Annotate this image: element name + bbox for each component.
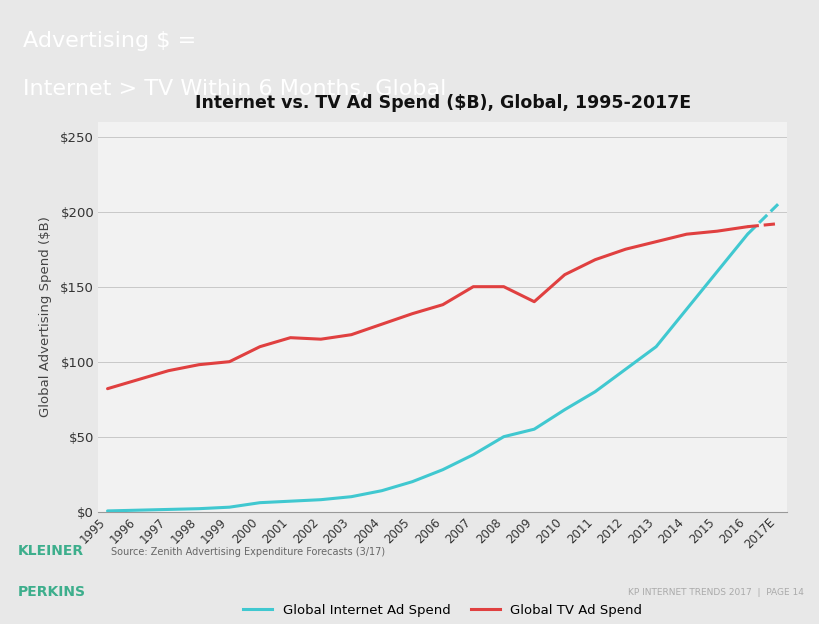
Legend: Global Internet Ad Spend, Global TV Ad Spend: Global Internet Ad Spend, Global TV Ad S… <box>238 598 647 622</box>
Text: KP INTERNET TRENDS 2017  |  PAGE 14: KP INTERNET TRENDS 2017 | PAGE 14 <box>627 588 803 597</box>
Y-axis label: Global Advertising Spend ($B): Global Advertising Spend ($B) <box>39 217 52 417</box>
Title: Internet vs. TV Ad Spend ($B), Global, 1995-2017E: Internet vs. TV Ad Spend ($B), Global, 1… <box>194 94 690 112</box>
Text: Source: Zenith Advertising Expenditure Forecasts (3/17): Source: Zenith Advertising Expenditure F… <box>111 547 384 557</box>
Text: Internet > TV Within 6 Months, Global: Internet > TV Within 6 Months, Global <box>23 79 446 99</box>
Text: KLEINER: KLEINER <box>18 544 84 558</box>
Text: Advertising $ =: Advertising $ = <box>23 31 196 51</box>
Text: PERKINS: PERKINS <box>18 585 86 598</box>
